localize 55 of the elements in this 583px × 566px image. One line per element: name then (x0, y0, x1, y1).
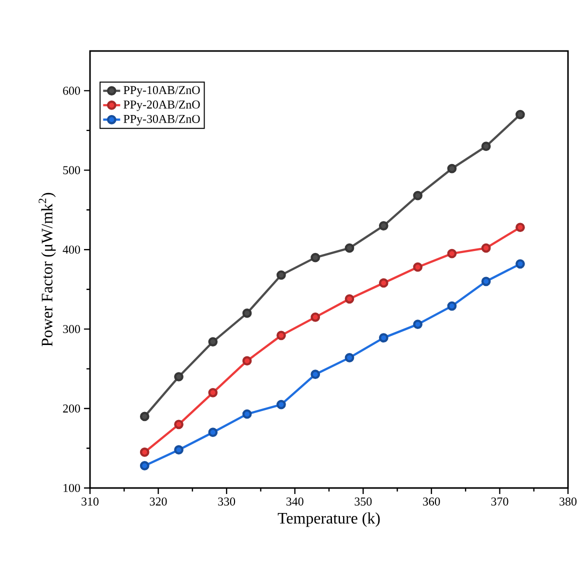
point (447, 164, 457, 174)
point (344, 243, 354, 253)
point (208, 337, 218, 346)
x-tick-label: 380 (560, 498, 577, 506)
point (174, 420, 184, 430)
x-tick-label: 350 (354, 498, 372, 506)
point (140, 448, 150, 457)
x-axis-title: Temperature (k) (278, 512, 380, 527)
point (447, 301, 457, 311)
point (242, 308, 252, 318)
point (344, 294, 354, 304)
point (242, 409, 252, 419)
point (413, 262, 422, 272)
point (310, 370, 320, 380)
y-tick-label: 200 (63, 404, 80, 413)
x-tick-label: 340 (286, 498, 304, 506)
point (344, 353, 354, 362)
y-tick-label: 400 (62, 246, 80, 254)
point (481, 276, 491, 286)
legend-label: PPy-30AB/ZnO (124, 114, 200, 126)
point (310, 252, 320, 262)
x-tick-label: 370 (491, 498, 508, 506)
point (242, 356, 252, 366)
point (447, 248, 457, 258)
point (208, 428, 218, 438)
legend-label: PPy-10AB/ZnO (124, 86, 200, 97)
x-tick-label: 330 (218, 498, 236, 506)
point (140, 461, 150, 470)
point (276, 270, 286, 280)
x-tick-label: 310 (82, 498, 99, 506)
point (378, 278, 388, 288)
point (140, 412, 150, 422)
point (378, 333, 388, 342)
y-tick-label: 600 (63, 86, 80, 95)
point (276, 400, 286, 410)
point (378, 221, 388, 230)
point (516, 222, 525, 232)
y-axis-title: Power Factor (μW/mk$^{2}$) (38, 192, 56, 346)
point (310, 312, 320, 322)
y-tick-label: 500 (63, 166, 80, 174)
x-tick-label: 320 (150, 498, 167, 506)
legend-label: PPy-20AB/ZnO (124, 100, 200, 112)
x-tick-label: 360 (423, 498, 440, 506)
y-tick-label: 300 (63, 325, 80, 334)
point (276, 330, 286, 340)
point (516, 259, 525, 269)
point (481, 243, 491, 253)
y-tick-label: 100 (64, 484, 80, 492)
point (174, 445, 184, 455)
point (481, 142, 491, 152)
point (174, 372, 184, 382)
point (208, 388, 218, 398)
point (516, 110, 525, 120)
point (413, 190, 422, 200)
point (413, 320, 422, 329)
